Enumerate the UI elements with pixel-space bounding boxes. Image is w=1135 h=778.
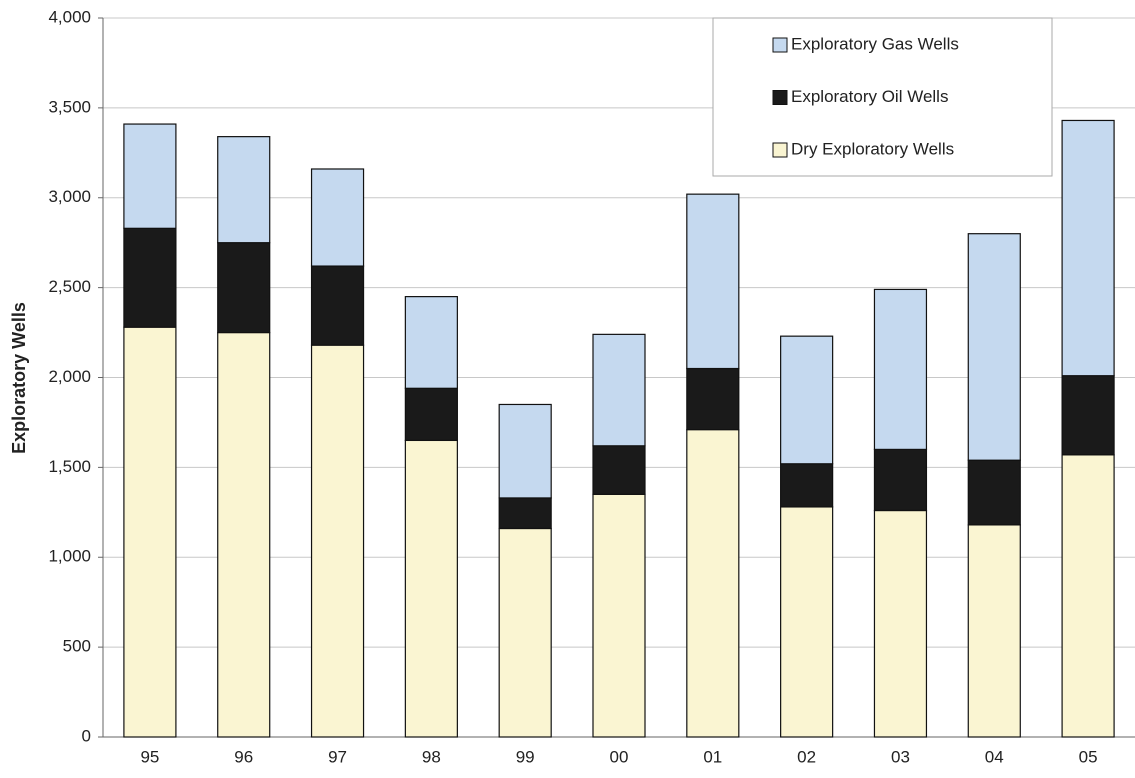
bar-segment	[967, 233, 1021, 461]
x-tick-label: 95	[140, 747, 159, 766]
bar-segment	[686, 367, 740, 431]
bar-segment	[686, 429, 740, 738]
x-tick-label: 05	[1079, 747, 1098, 766]
bar-segment	[404, 387, 458, 442]
y-axis-label: Exploratory Wells	[9, 302, 29, 454]
bar-segment	[498, 403, 552, 499]
bar-segment	[498, 527, 552, 738]
y-tick-label: 500	[63, 637, 91, 656]
y-tick-label: 3,000	[48, 187, 91, 206]
bar-segment	[780, 335, 834, 465]
legend-label: Exploratory Oil Wells	[791, 87, 948, 106]
bar-segment	[310, 344, 365, 738]
bar-segment	[967, 459, 1021, 526]
x-tick-label: 03	[891, 747, 910, 766]
bar-segment	[498, 497, 552, 530]
bar-segment	[967, 524, 1021, 738]
bar-segment	[217, 242, 271, 334]
bar-segment	[310, 168, 365, 267]
legend-swatch	[772, 37, 788, 53]
bar-segment	[1061, 454, 1115, 738]
y-tick-label: 4,000	[48, 7, 91, 26]
x-tick-label: 96	[234, 747, 253, 766]
bar-segment	[1061, 375, 1115, 456]
bar-segment	[310, 265, 365, 346]
bar-segment	[592, 333, 646, 447]
x-tick-label: 99	[516, 747, 535, 766]
legend-label: Exploratory Gas Wells	[791, 34, 959, 53]
bar-segment	[873, 288, 928, 450]
bar-segment	[780, 463, 834, 508]
bar-segment	[123, 326, 177, 738]
x-tick-label: 01	[703, 747, 722, 766]
bar-segment	[123, 227, 177, 328]
y-tick-label: 1,500	[48, 457, 91, 476]
y-tick-label: 1,000	[48, 547, 91, 566]
bar-segment	[217, 136, 271, 244]
y-tick-label: 2,500	[48, 277, 91, 296]
x-tick-label: 98	[422, 747, 441, 766]
legend-swatch	[772, 142, 788, 158]
x-tick-label: 02	[797, 747, 816, 766]
bar-segment	[592, 445, 646, 495]
bar-segment	[873, 509, 928, 738]
x-tick-label: 00	[610, 747, 629, 766]
bar-segment	[404, 439, 458, 738]
x-tick-label: 97	[328, 747, 347, 766]
y-tick-label: 0	[82, 726, 91, 745]
bar-segment	[217, 331, 271, 738]
y-tick-label: 2,000	[48, 367, 91, 386]
x-tick-label: 04	[985, 747, 1004, 766]
bar-segment	[686, 193, 740, 370]
bar-segment	[404, 296, 458, 389]
legend-label: Dry Exploratory Wells	[791, 139, 954, 158]
bar-segment	[873, 448, 928, 512]
bar-segment	[123, 123, 177, 229]
bar-segment	[592, 493, 646, 738]
bar-segment	[780, 506, 834, 738]
legend-swatch	[772, 90, 788, 105]
legend-box	[712, 17, 1053, 177]
bar-segment	[1061, 119, 1115, 377]
y-tick-label: 3,500	[48, 97, 91, 116]
